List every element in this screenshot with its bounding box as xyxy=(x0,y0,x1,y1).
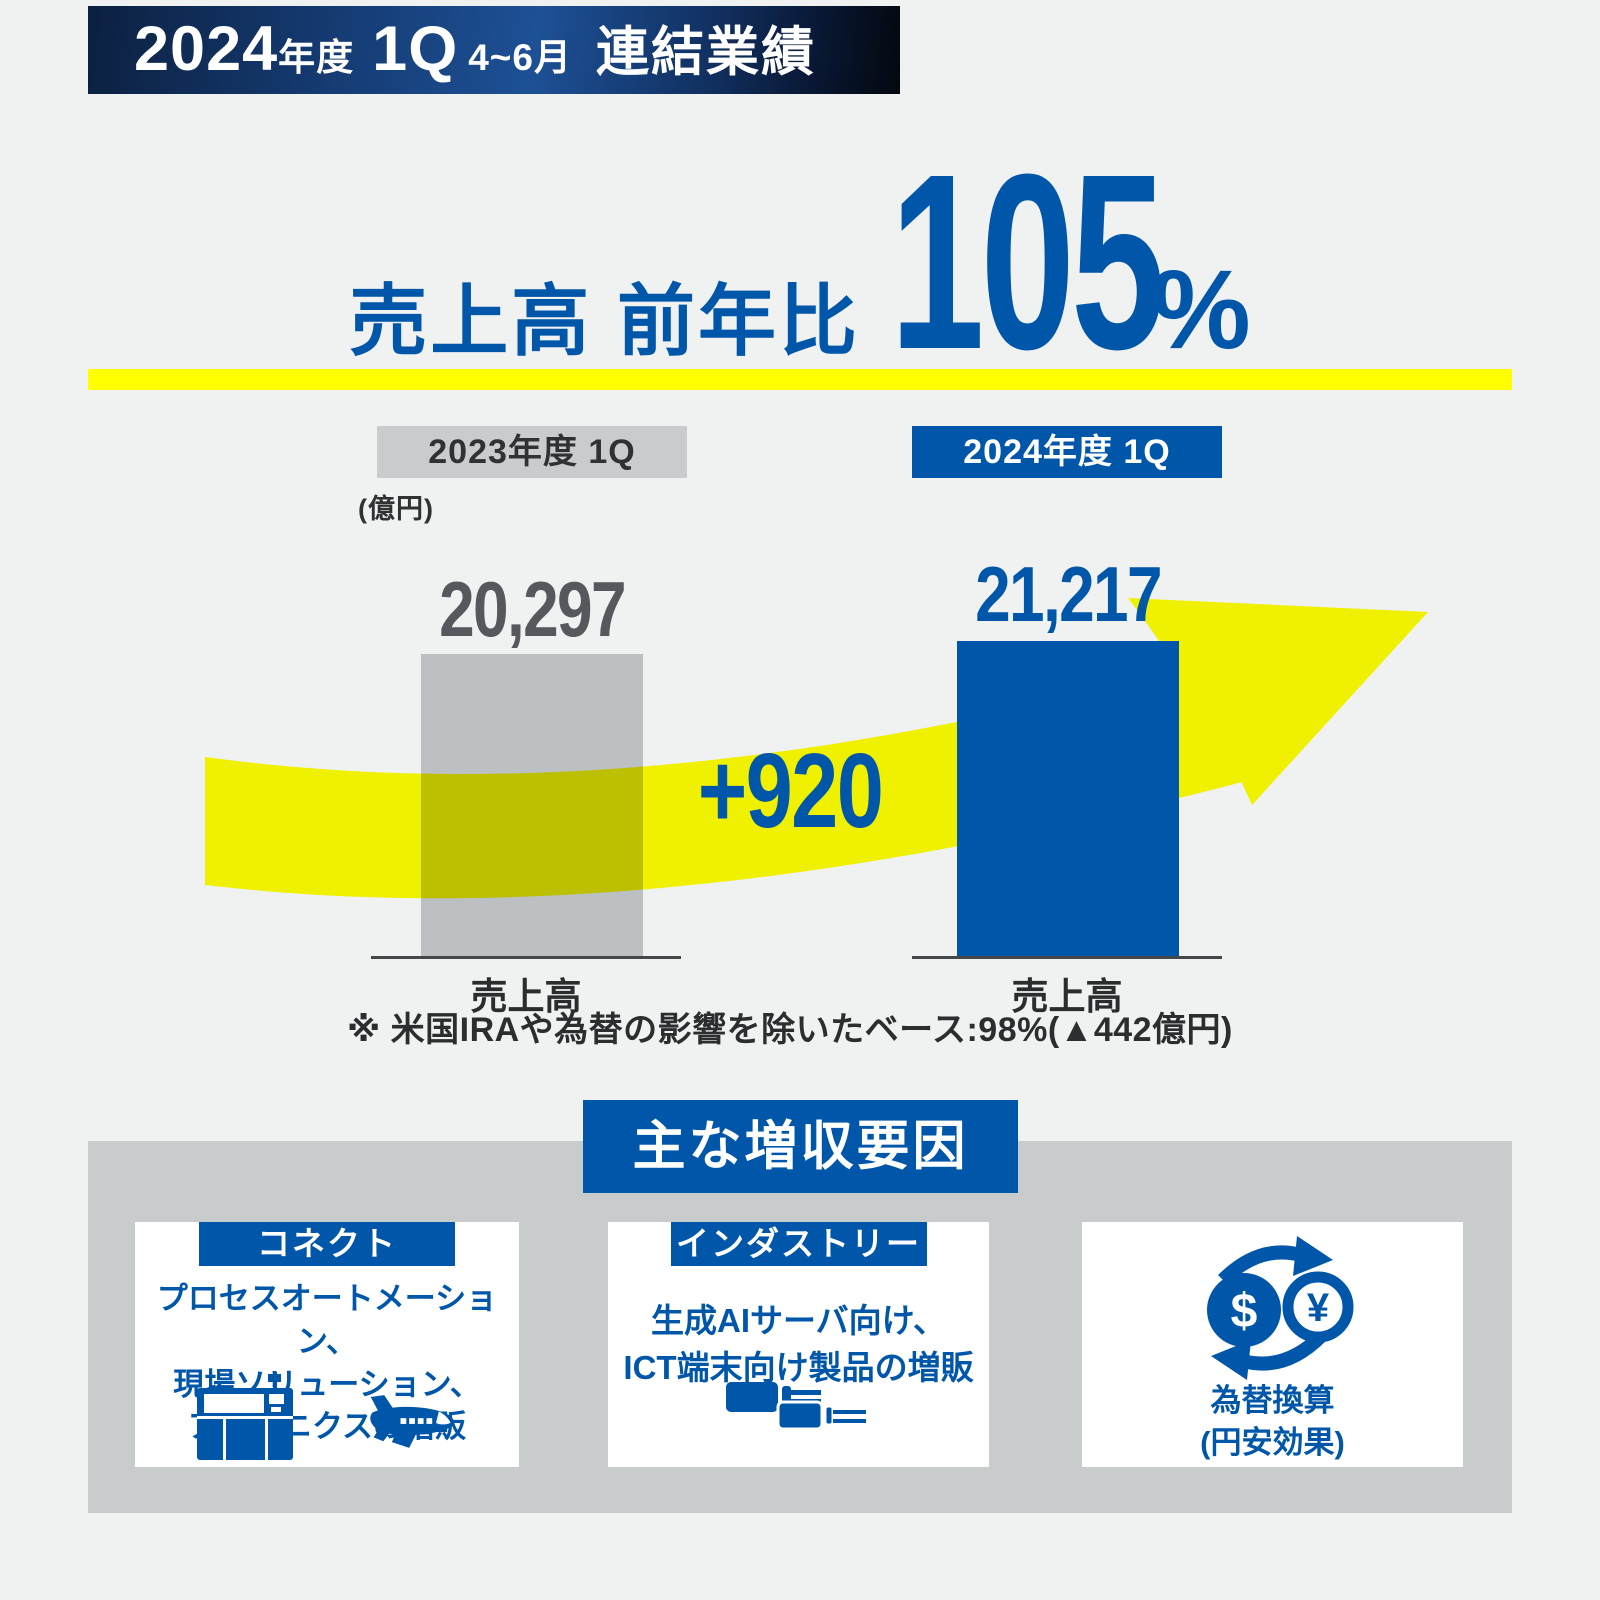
card-industry: インダストリー 生成AIサーバ向け、 ICT端末向け製品の増販 xyxy=(608,1222,989,1467)
axis-label-2023: 売上高 xyxy=(470,976,582,1017)
headline-value: 105 xyxy=(889,122,1165,401)
exchange-arrow-top xyxy=(1218,1245,1303,1286)
yen-circle xyxy=(1282,1271,1354,1343)
card-industry-text: 生成AIサーバ向け、 ICT端末向け製品の増販 xyxy=(608,1298,989,1392)
dollar-circle xyxy=(1207,1273,1281,1347)
card-forex-line-2: (円安効果) xyxy=(1200,1424,1345,1460)
delta-label: +920 xyxy=(697,732,884,850)
footnote: ※ 米国IRAや為替の影響を除いたベース:98%(▲442億円) xyxy=(347,1011,1233,1049)
card-connect: コネクト プロセスオートメーション、 現場ソリューション、 アビオニクスの増販 xyxy=(135,1222,519,1467)
card-industry-line-1: 生成AIサーバ向け、 xyxy=(650,1302,947,1339)
banner-year-suffix: 年度 xyxy=(278,37,355,78)
headline-label: 売上高 前年比 xyxy=(349,277,860,365)
banner-months: 4~6月 xyxy=(468,37,572,78)
card-connect-header: コネクト xyxy=(199,1222,455,1266)
card-connect-text: プロセスオートメーション、 現場ソリューション、 アビオニクスの増販 xyxy=(135,1278,519,1449)
card-connect-line-1: プロセスオートメーション、 xyxy=(156,1281,498,1359)
card-forex-line-1: 為替換算 xyxy=(1210,1383,1335,1418)
axis-line-2024 xyxy=(912,956,1222,959)
capacitor-icon xyxy=(726,1382,866,1431)
axis-line-2023 xyxy=(371,956,681,959)
axis-label-2024: 売上高 xyxy=(1011,976,1123,1017)
card-connect-line-2: 現場ソリューション、 xyxy=(173,1366,481,1402)
yen-sign: ¥ xyxy=(1307,1286,1330,1330)
banner-title: 連結業績 xyxy=(595,23,816,82)
card-industry-header: インダストリー xyxy=(670,1222,927,1266)
yellow-divider xyxy=(88,369,1512,390)
legend-2023: 2023年度 1Q xyxy=(377,426,687,478)
banner-year: 2024 xyxy=(134,14,279,84)
headline-unit: % xyxy=(1151,247,1251,372)
dollar-sign: $ xyxy=(1231,1285,1258,1338)
card-forex-text: 為替換算 (円安効果) xyxy=(1082,1380,1463,1464)
unit-label: (億円) xyxy=(358,494,434,524)
currency-exchange-icon: $ ¥ xyxy=(1207,1236,1354,1380)
section-title: 主な増収要因 xyxy=(583,1100,1018,1193)
legend-2024: 2024年度 1Q xyxy=(912,426,1222,478)
headline: 売上高 前年比 105 % xyxy=(88,118,1512,405)
card-connect-line-3: アビオニクスの増販 xyxy=(187,1409,467,1445)
bar-2024 xyxy=(957,641,1179,956)
bar-value-2024: 21,217 xyxy=(975,550,1162,638)
bar-value-2023: 20,297 xyxy=(439,565,626,653)
card-forex: $ ¥ 為替換算 (円安効果) xyxy=(1082,1222,1463,1467)
exchange-arrow-bottom xyxy=(1241,1330,1326,1371)
airplane-icon xyxy=(370,1395,455,1448)
card-industry-line-2: ICT端末向け製品の増販 xyxy=(623,1348,974,1386)
title-banner: 2024年度 1Q 4~6月 連結業績 xyxy=(88,6,900,94)
mounter-machine-icon xyxy=(197,1372,293,1460)
banner-quarter: 1Q xyxy=(372,14,459,84)
